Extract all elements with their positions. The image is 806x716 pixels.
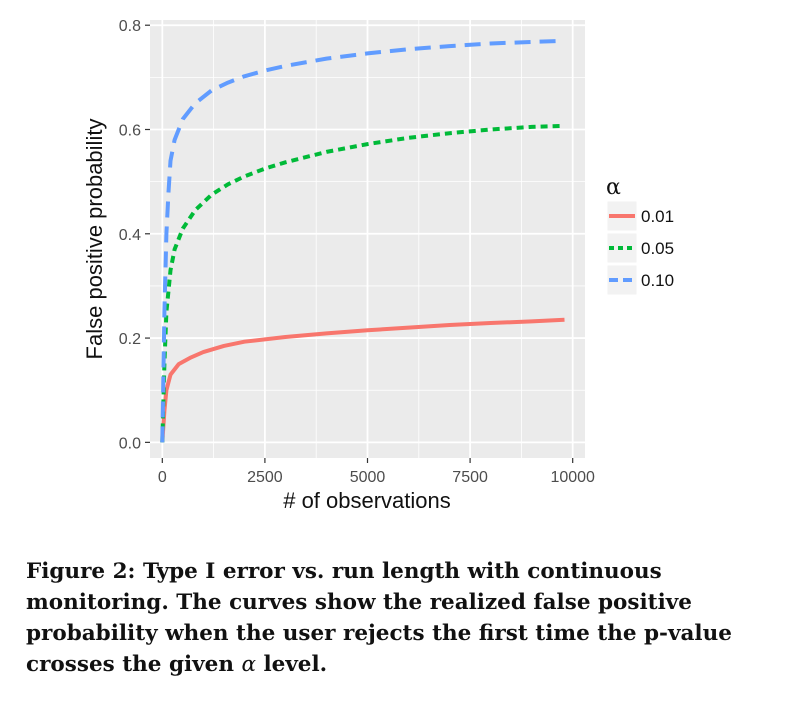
- x-tick-label: 2500: [247, 469, 283, 486]
- caption-text-end: level.: [255, 652, 328, 677]
- figure: 0 2500 5000 7500 10000 0.0 0.2 0.4 0.6 0.8 # of o…: [82, 18, 674, 513]
- legend-label: 0.01: [641, 207, 674, 226]
- caption-text: Figure 2: Type I error vs. run length wi…: [26, 559, 732, 677]
- x-tick-label: 5000: [350, 469, 386, 486]
- legend: α 0.01 0.05 0.10: [606, 175, 674, 296]
- grid-lines: [150, 20, 585, 458]
- x-tick-label: 0: [158, 469, 167, 486]
- line-chart: 0 2500 5000 7500 10000 0.0 0.2 0.4 0.6 0.8 # of o…: [82, 18, 674, 513]
- figure-caption: Figure 2: Type I error vs. run length wi…: [26, 556, 786, 680]
- y-tick-label: 0.4: [119, 227, 141, 244]
- y-tick-label: 0.2: [119, 331, 141, 348]
- axis-ticks: 0 2500 5000 7500 10000 0.0 0.2 0.4 0.6 0.8: [119, 18, 595, 486]
- x-tick-label: 10000: [550, 469, 595, 486]
- y-tick-label: 0.6: [119, 123, 141, 140]
- series-line-0-10: [160, 38, 565, 443]
- series-line-0-05: [160, 123, 565, 443]
- y-tick-label: 0.0: [119, 435, 141, 452]
- x-axis-title: # of observations: [283, 488, 451, 513]
- legend-label: 0.05: [641, 239, 674, 258]
- series-line-0-01: [160, 317, 565, 443]
- y-tick-label: 0.8: [119, 18, 141, 35]
- caption-alpha-symbol: α: [241, 652, 256, 677]
- y-axis-title: False positive probability: [82, 119, 107, 360]
- series-lines: [160, 38, 565, 443]
- x-tick-label: 7500: [452, 469, 488, 486]
- legend-label: 0.10: [641, 271, 674, 290]
- legend-title: α: [606, 175, 621, 200]
